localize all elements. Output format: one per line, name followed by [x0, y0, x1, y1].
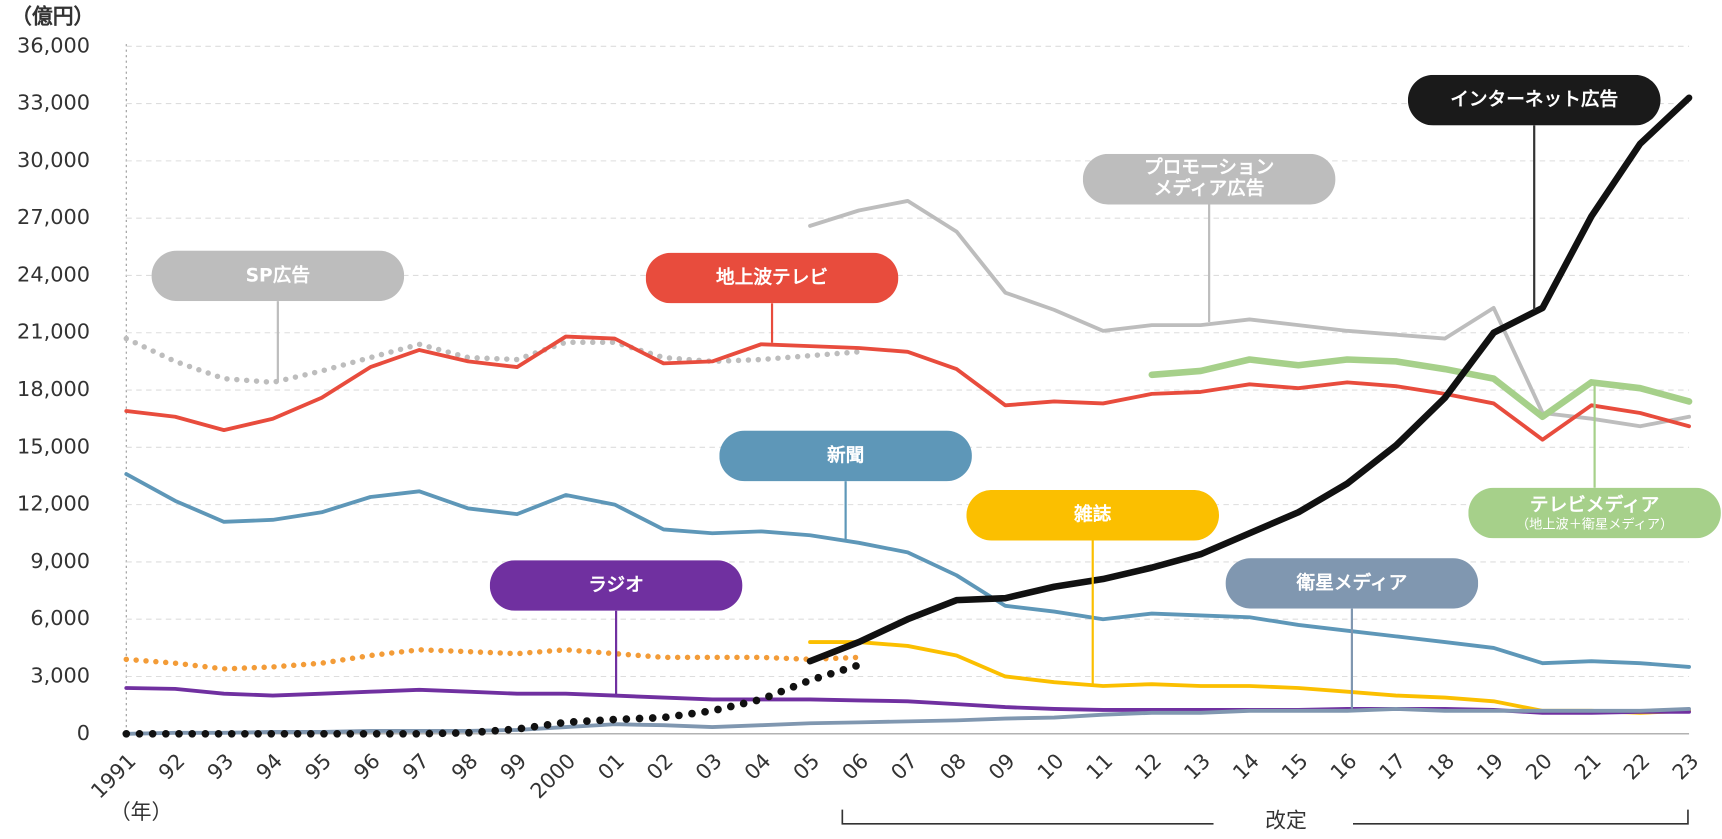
- legend-pill: 地上波テレビ: [645, 252, 899, 304]
- y-tick-label: 9,000: [30, 549, 90, 573]
- legend-pill: 新聞: [719, 430, 972, 482]
- x-tick-label: 98: [447, 749, 483, 785]
- legend-label: ラジオ: [588, 573, 644, 596]
- y-tick-label: 15,000: [17, 434, 90, 458]
- x-tick-label: 16: [1326, 749, 1362, 785]
- line: [124, 707, 1691, 736]
- legend-label: SP広告: [245, 264, 311, 287]
- line: [124, 334, 1691, 442]
- x-tick-label: 20: [1521, 749, 1557, 785]
- y-tick-label: 12,000: [17, 492, 90, 516]
- annotation: 改定: [1265, 809, 1307, 833]
- line: [124, 472, 1691, 669]
- x-tick-label: 1991: [86, 749, 141, 804]
- y-unit: （億円）: [11, 5, 94, 29]
- y-tick-label: 30,000: [17, 148, 90, 172]
- x-tick-label: 95: [300, 749, 336, 785]
- x-tick-label: 97: [398, 749, 434, 785]
- x-tick-label: 99: [496, 749, 532, 785]
- line: [122, 661, 863, 738]
- x-tick-label: 04: [740, 749, 776, 785]
- x-tick-label: 93: [203, 749, 239, 785]
- legend-item: ラジオ: [489, 560, 743, 611]
- line: [808, 199, 1691, 429]
- x-tick-label: 03: [691, 749, 727, 785]
- x-tick-label: 22: [1619, 749, 1655, 785]
- y-tick-label: 21,000: [17, 320, 90, 344]
- y-tick-label: 33,000: [17, 91, 90, 115]
- legend-pill: 衛星メディア: [1225, 558, 1479, 609]
- legend-label: 新聞: [826, 444, 865, 467]
- x-tick-label: 23: [1668, 749, 1704, 785]
- x-tick-label: 13: [1179, 749, 1215, 785]
- bracket: [841, 809, 1689, 825]
- legend-label: プロモーション メディア広告: [1143, 157, 1275, 201]
- legend-label: 地上波テレビ: [716, 266, 829, 289]
- x-tick-label: 06: [837, 749, 873, 785]
- x-tick-label: 02: [642, 749, 678, 785]
- legend-note: （地上波＋衛星メディア）: [1515, 515, 1674, 532]
- line: [806, 94, 1693, 665]
- legend-label: テレビメディア: [1529, 493, 1660, 516]
- x-tick-label: 19: [1472, 749, 1508, 785]
- x-tick-label: 92: [154, 749, 190, 785]
- legend-pill: 雑誌: [966, 489, 1220, 541]
- legend-item: インターネット広告: [1407, 74, 1661, 126]
- x-tick-label: 10: [1033, 749, 1069, 785]
- legend-item: 地上波テレビ: [645, 252, 899, 304]
- legend-pill: インターネット広告: [1407, 74, 1661, 126]
- y-tick-label: 0: [77, 721, 90, 745]
- y-tick-label: 6,000: [30, 606, 90, 630]
- x-tick-label: 11: [1082, 749, 1118, 785]
- legend-pill: プロモーション メディア広告: [1082, 153, 1336, 205]
- x-tick-label: 21: [1570, 749, 1606, 785]
- legend-pill: SP広告: [151, 250, 405, 302]
- legend-pill: テレビメディア （地上波＋衛星メディア）: [1468, 487, 1721, 539]
- legend-label: 雑誌: [1074, 503, 1112, 526]
- y-tick-label: 36,000: [17, 33, 90, 57]
- x-tick-label: 94: [251, 749, 287, 785]
- x-tick-label: 2000: [526, 749, 581, 804]
- x-tick-label: 18: [1423, 749, 1459, 785]
- legend-item: 衛星メディア: [1225, 558, 1479, 609]
- y-tick-label: 27,000: [17, 205, 90, 229]
- y-tick-label: 18,000: [17, 377, 90, 401]
- x-unit: （年）: [110, 800, 173, 824]
- y-tick-label: 3,000: [30, 663, 90, 687]
- x-tick-label: 14: [1228, 749, 1264, 785]
- legend-item: 雑誌: [966, 489, 1220, 541]
- x-tick-label: 08: [935, 749, 971, 785]
- legend-item: SP広告: [151, 250, 405, 302]
- legend-item: テレビメディア（地上波＋衛星メディア）: [1468, 487, 1721, 539]
- x-tick-label: 01: [593, 749, 629, 785]
- line: [1148, 356, 1693, 421]
- legend-label: 衛星メディア: [1296, 571, 1408, 594]
- x-tick-label: 12: [1130, 749, 1166, 785]
- x-tick-label: 09: [984, 749, 1020, 785]
- line: [123, 335, 862, 386]
- legend-item: プロモーション メディア広告: [1082, 153, 1336, 205]
- line: [123, 647, 862, 672]
- x-tick-label: 15: [1277, 749, 1313, 785]
- x-tick-label: 05: [789, 749, 825, 785]
- x-tick-label: 07: [886, 749, 922, 785]
- x-tick-label: 17: [1375, 749, 1411, 785]
- legend-label: インターネット広告: [1450, 88, 1619, 111]
- y-tick-label: 24,000: [17, 262, 90, 286]
- legend-item: 新聞: [719, 430, 972, 482]
- legend-pill: ラジオ: [489, 560, 743, 611]
- x-tick-label: 96: [349, 749, 385, 785]
